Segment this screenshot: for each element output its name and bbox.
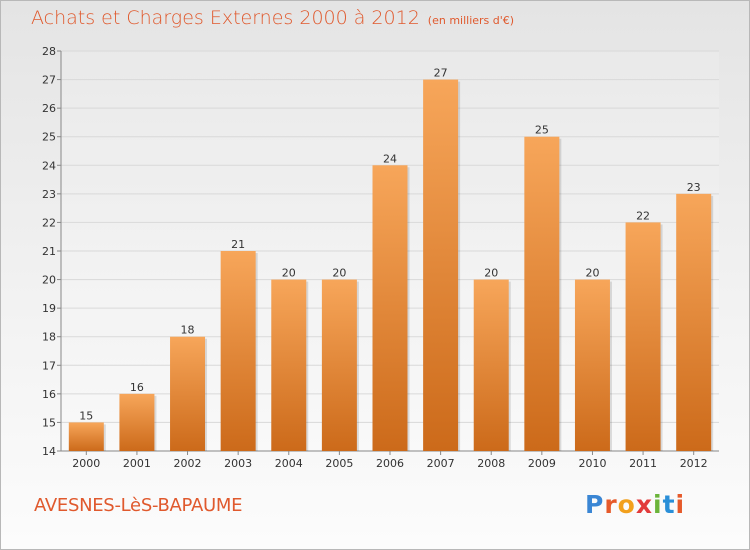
x-tick-label: 2002: [174, 457, 202, 470]
y-tick-label: 25: [42, 131, 56, 144]
y-tick-label: 20: [42, 274, 56, 287]
x-tick-label: 2008: [477, 457, 505, 470]
x-tick-label: 2011: [629, 457, 657, 470]
bar-value-label: 21: [231, 238, 245, 251]
bar-value-label: 20: [585, 267, 599, 280]
bar: [524, 136, 560, 451]
bar: [321, 279, 357, 451]
x-tick-label: 2000: [72, 457, 100, 470]
bar-value-label: 20: [332, 267, 346, 280]
bar-value-label: 24: [383, 152, 397, 165]
y-tick-label: 28: [42, 45, 56, 58]
bar: [271, 279, 307, 451]
y-tick-label: 18: [42, 331, 56, 344]
bar-value-label: 18: [181, 324, 195, 337]
y-tick-label: 24: [42, 159, 56, 172]
y-tick-label: 26: [42, 102, 56, 115]
bar: [119, 393, 155, 451]
x-tick-label: 2003: [224, 457, 252, 470]
y-tick-label: 17: [42, 359, 56, 372]
plot-area: 14 15 16 17 18 19 20 21 22 23 24 25 26 27 28 15 2000 16 20…: [42, 45, 719, 470]
bar: [170, 336, 206, 451]
x-tick-label: 2010: [578, 457, 606, 470]
x-tick-label: 2001: [123, 457, 151, 470]
brand-letter: P: [585, 490, 605, 519]
brand-letter: r: [604, 490, 618, 519]
x-tick-label: 2006: [376, 457, 404, 470]
brand-letter: o: [617, 490, 636, 519]
brand-letter: x: [635, 490, 653, 519]
y-tick-label: 21: [42, 245, 56, 258]
bar-value-label: 16: [130, 381, 144, 394]
bar-value-label: 23: [687, 181, 701, 194]
bar-value-label: 20: [484, 267, 498, 280]
y-tick-label: 16: [42, 388, 56, 401]
y-tick-label: 27: [42, 74, 56, 87]
bar: [473, 279, 509, 451]
city-name: AVESNES-LèS-BAPAUME: [34, 495, 243, 516]
y-tick-label: 23: [42, 188, 56, 201]
bar-value-label: 25: [535, 124, 549, 137]
bar-value-label: 27: [434, 67, 448, 80]
bar: [68, 422, 104, 451]
chart-subtitle: (en milliers d'€): [427, 14, 515, 27]
brand-letter: i: [653, 490, 663, 519]
bar: [625, 222, 661, 451]
x-tick-label: 2004: [275, 457, 303, 470]
bar: [372, 165, 408, 452]
x-tick-label: 2012: [680, 457, 708, 470]
bar: [676, 193, 712, 451]
brand-letter: i: [675, 490, 686, 519]
x-tick-label: 2005: [325, 457, 353, 470]
brand-logo: Proxiti: [585, 490, 685, 519]
brand-letter: t: [662, 490, 676, 519]
bar-value-label: 22: [636, 209, 650, 222]
bar-value-label: 20: [282, 267, 296, 280]
y-tick-label: 15: [42, 416, 56, 429]
chart-title: Achats et Charges Externes 2000 à 2012: [31, 7, 420, 29]
x-tick-label: 2007: [427, 457, 455, 470]
bar-value-label: 15: [79, 409, 93, 422]
y-tick-label: 22: [42, 216, 56, 229]
bar: [220, 251, 256, 451]
bar: [574, 279, 610, 451]
chart-header: Achats et Charges Externes 2000 à 2012 (e…: [31, 7, 514, 29]
y-tick-label: 19: [42, 302, 56, 315]
bar: [423, 79, 459, 452]
x-tick-label: 2009: [528, 457, 556, 470]
y-tick-label: 14: [42, 445, 56, 458]
